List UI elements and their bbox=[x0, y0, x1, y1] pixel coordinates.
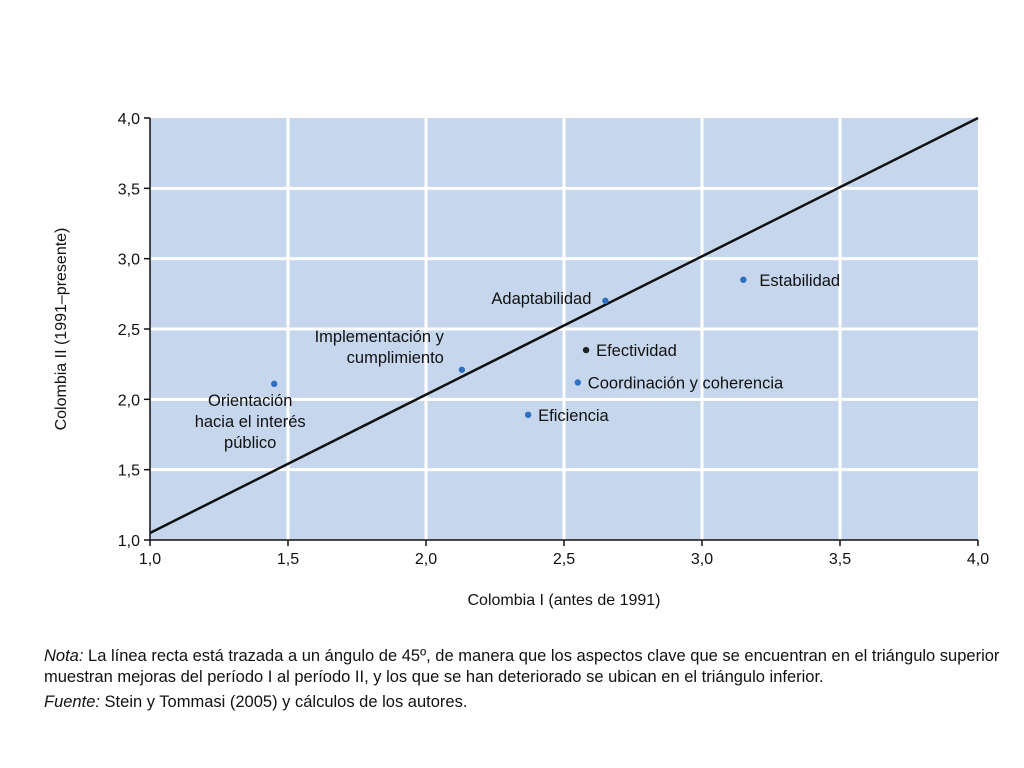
x-tick-label: 1,5 bbox=[277, 551, 299, 568]
y-axis-title: Colombia II (1991–presente) bbox=[53, 228, 70, 431]
data-point bbox=[602, 297, 609, 305]
x-tick-label: 4,0 bbox=[967, 551, 989, 568]
source-paragraph: Fuente: Stein y Tommasi (2005) y cálculo… bbox=[44, 692, 1004, 713]
scatter-chart: 1,01,0 1,5 1,5 2,0 2,0 2,5 2,5 3,0 3,0 3,5 3,5 4,0 4… bbox=[53, 111, 989, 609]
data-point bbox=[524, 411, 532, 419]
y-tick-label: 2,5 bbox=[118, 322, 140, 339]
x-axis-title: Colombia I (antes de 1991) bbox=[468, 592, 661, 609]
data-point bbox=[271, 380, 278, 388]
note-text: La línea recta está trazada a un ángulo … bbox=[44, 647, 1000, 686]
chart-notes: Nota: La línea recta está trazada a un á… bbox=[44, 646, 1004, 713]
x-tick-label: 3,0 bbox=[691, 551, 713, 568]
source-label: Fuente: bbox=[44, 693, 100, 711]
point-label: Coordinación y coherencia bbox=[588, 374, 784, 392]
data-point bbox=[740, 276, 747, 283]
note-label: Nota: bbox=[44, 647, 84, 665]
point-label: Eficiencia bbox=[538, 407, 609, 425]
y-tick-label: 3,0 bbox=[118, 252, 140, 269]
y-tick-label: 1,0 bbox=[118, 533, 140, 550]
point-label: Estabilidad bbox=[759, 272, 840, 290]
x-tick-label: 2,5 bbox=[553, 551, 575, 568]
point-label: Orientación hacia el interés público bbox=[195, 392, 306, 452]
data-point bbox=[582, 346, 590, 354]
note-paragraph: Nota: La línea recta está trazada a un á… bbox=[44, 646, 1004, 688]
y-tick-label: 1,5 bbox=[118, 463, 140, 480]
data-point bbox=[574, 379, 581, 386]
x-tick-label: 2,0 bbox=[415, 551, 437, 568]
point-label: Implementación y cumplimiento bbox=[315, 328, 445, 367]
x-tick-label: 3,5 bbox=[829, 551, 851, 568]
reference-45-degree-line bbox=[149, 116, 979, 535]
axes: 1,01,0 1,5 1,5 2,0 2,0 2,5 2,5 3,0 3,0 3,5 3,5 4,0 4… bbox=[118, 111, 989, 568]
source-text: Stein y Tommasi (2005) y cálculos de los… bbox=[99, 693, 468, 711]
y-tick-label: 3,5 bbox=[118, 181, 140, 198]
data-point bbox=[458, 366, 466, 373]
point-label: Adaptabilidad bbox=[491, 290, 591, 308]
y-tick-label: 4,0 bbox=[118, 111, 140, 128]
y-tick-label: 2,0 bbox=[118, 392, 140, 409]
point-label: Efectividad bbox=[596, 342, 677, 360]
x-tick-label: 1,0 bbox=[139, 551, 161, 568]
data-points: Estabilidad Adaptabilidad Efectividad Imple… bbox=[195, 272, 840, 452]
